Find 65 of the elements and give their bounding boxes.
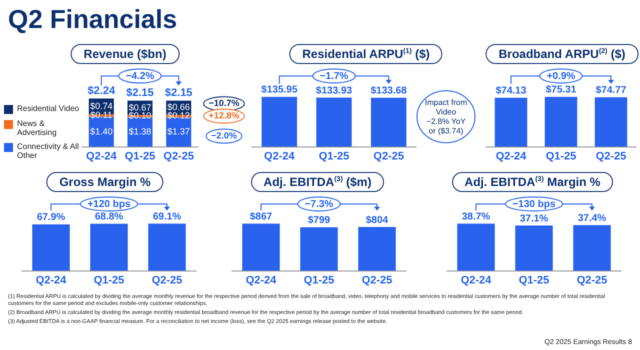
text: Q2 Financials [8,4,178,35]
data-label: $133.68 [370,86,408,97]
chart-title: Revenue ($bn) [70,44,180,64]
x-tick-label: Q1-25 [304,274,334,286]
data-label: 69.1% [152,211,182,222]
x-tick-label: Q2-25 [576,274,608,286]
data-label: $0.66 [167,102,190,112]
data-label: $0.12 [167,110,190,121]
chart-title: Adj. EBITDA$^{(3)}$ ($m) [250,172,384,192]
text: +120 bps [87,198,131,210]
x-tick-label: Q2-24 [460,274,492,286]
chart-title: Gross Margin % [46,172,164,192]
x-tick-label: Q1-25 [546,150,576,162]
x-tick-label: Q2-25 [596,150,626,162]
data-label: $804 [366,214,389,226]
data-label: 37.1% [520,213,548,224]
data-label: $0.67 [128,102,152,112]
text: −130 bps [512,198,556,210]
legend-label: Connectivity & All Other [17,142,80,160]
chart-title: Residential ARPU$^{(1)}$ ($) [289,44,443,64]
x-tick-label: Q2-24 [264,150,296,162]
x-tick-label: Q1-25 [124,150,156,162]
data-label: 67.9% [36,212,66,224]
data-label: $0.10 [128,110,152,121]
legend-label: News & Advertising [17,119,58,137]
text: −10.7% [208,98,240,108]
x-tick-label: Q2-25 [152,274,182,286]
data-label: $74.13 [496,85,527,96]
total-label: $2.15 [126,87,154,100]
x-tick-label: Q2-24 [36,274,68,286]
data-label: $135.95 [261,84,298,96]
text: Impact from Video −2.8% YoY or ($3.74) [424,98,468,136]
x-tick-label: Q2-25 [373,150,404,162]
x-tick-label: Q1-25 [518,274,550,286]
total-label: $2.24 [88,85,116,98]
x-tick-label: Q1-25 [318,150,350,162]
x-tick-label: Q2-24 [86,150,118,162]
data-label: $799 [308,215,331,226]
data-label: 68.8% [94,212,124,223]
data-label: $0.74 [90,100,113,111]
x-tick-label: Q2-25 [163,150,194,162]
data-label: $74.77 [596,85,627,96]
data-label: $1.37 [167,126,190,137]
text: +12.8% [208,110,240,121]
total-label: $2.15 [164,87,192,100]
data-label: $1.38 [128,126,152,136]
text: −7.3% [304,198,334,210]
text: −1.7% [320,70,348,82]
data-label: $0.11 [90,110,112,120]
data-label: $75.31 [546,84,577,96]
legend-label: Residential Video [17,104,80,113]
text: −4.2% [126,70,154,82]
text: −2.0% [211,130,237,141]
data-label: $1.40 [90,126,113,136]
data-label: 38.7% [462,211,490,222]
chart-title: Adj. EBITDA$^{(3)}$ Margin % [452,172,614,192]
x-tick-label: Q1-25 [94,274,124,286]
x-tick-label: Q2-24 [496,150,528,162]
x-tick-label: Q2-24 [246,274,278,286]
chart-title: Broadband ARPU$^{(2)}$ ($) [486,44,638,64]
text: +0.9% [546,70,576,82]
data-label: $867 [250,211,273,222]
x-tick-label: Q2-25 [362,274,392,286]
data-label: 37.4% [578,212,606,224]
data-label: $133.93 [316,85,353,96]
